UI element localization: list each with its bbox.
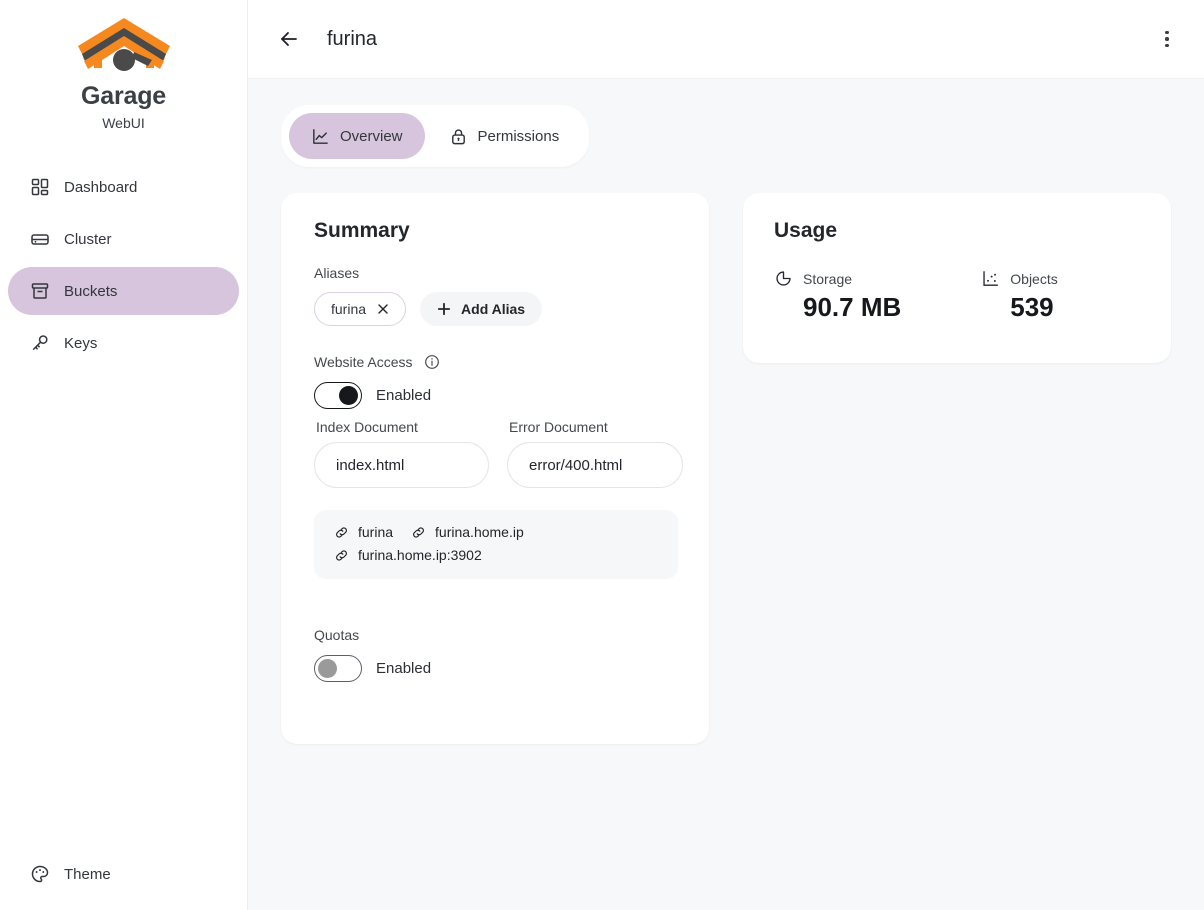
error-document-label: Error Document	[509, 419, 608, 435]
theme-toggle-button[interactable]: Theme	[8, 854, 133, 894]
website-link[interactable]: furina	[334, 524, 393, 540]
garage-logo-icon	[77, 18, 170, 71]
website-link[interactable]: furina.home.ip:3902	[334, 547, 482, 563]
quotas-label: Quotas	[314, 627, 360, 643]
lock-icon	[451, 128, 465, 144]
website-access-label: Website Access	[314, 354, 413, 370]
cards-row: Summary Aliases furina	[281, 193, 1172, 744]
sidebar-nav: Dashboard Cluster Buckets Keys	[0, 163, 247, 367]
document-inputs: Index Document index.html Error Document…	[314, 419, 683, 488]
quotas-toggle-row: Enabled	[314, 655, 676, 682]
add-alias-button[interactable]: Add Alias	[420, 292, 543, 326]
info-icon[interactable]	[424, 354, 440, 370]
sidebar-item-label: Keys	[64, 334, 98, 352]
usage-card: Usage Storage 90.7 MB	[743, 193, 1171, 363]
website-access-toggle[interactable]	[314, 382, 362, 409]
page-title: furina	[327, 27, 378, 50]
stat-storage-label: Storage	[803, 270, 853, 287]
quotas-toggle[interactable]	[314, 655, 362, 682]
aliases-label: Aliases	[314, 265, 360, 281]
close-icon[interactable]	[377, 303, 389, 315]
sidebar-item-dashboard[interactable]: Dashboard	[8, 163, 239, 211]
back-button[interactable]	[272, 22, 306, 56]
website-access-toggle-label: Enabled	[376, 387, 432, 404]
sidebar-item-buckets[interactable]: Buckets	[8, 267, 239, 315]
link-icon	[413, 526, 424, 538]
error-document-group: Error Document error/400.html	[507, 419, 683, 488]
line-chart-icon	[313, 128, 328, 144]
index-document-label: Index Document	[316, 419, 418, 435]
cluster-server-icon	[31, 234, 49, 245]
sidebar-item-cluster[interactable]: Cluster	[8, 215, 239, 263]
key-icon	[32, 335, 48, 351]
aliases-list: furina Add Alias	[314, 292, 676, 326]
website-access-toggle-row: Enabled	[314, 382, 676, 409]
palette-icon	[31, 865, 49, 883]
more-vertical-icon[interactable]	[1150, 22, 1184, 56]
alias-chip-label: furina	[331, 301, 367, 317]
bucket-archive-icon	[31, 283, 49, 299]
stat-storage-value: 90.7 MB	[803, 292, 902, 322]
page-content: Overview Permissions Summary Aliases	[248, 79, 1204, 910]
stat-objects-label: Objects	[1010, 270, 1058, 287]
brand-name: Garage	[81, 82, 166, 110]
website-links-box: furina furina.home.ip	[314, 510, 678, 579]
topbar: furina	[248, 0, 1204, 79]
tab-bar: Overview Permissions	[281, 105, 590, 167]
stat-storage: Storage 90.7 MB	[774, 269, 901, 323]
error-document-value: error/400.html	[529, 456, 623, 474]
summary-card: Summary Aliases furina	[281, 193, 709, 744]
alias-chip: furina	[314, 292, 407, 326]
sidebar-item-label: Dashboard	[64, 178, 138, 196]
stat-objects: Objects 539	[981, 269, 1058, 323]
usage-title: Usage	[774, 219, 838, 242]
index-document-group: Index Document index.html	[314, 419, 489, 488]
arrow-left-icon	[281, 32, 297, 46]
link-icon	[336, 526, 347, 538]
website-link-label: furina	[358, 524, 394, 540]
dashboard-grid-icon	[31, 178, 49, 196]
tab-label: Permissions	[477, 127, 560, 145]
pie-chart-icon	[776, 271, 791, 286]
error-document-input[interactable]: error/400.html	[507, 442, 683, 488]
index-document-value: index.html	[336, 456, 405, 474]
main-area: furina Overview Permi	[248, 0, 1204, 910]
tab-overview[interactable]: Overview	[289, 113, 425, 159]
summary-title: Summary	[314, 219, 410, 242]
link-icon	[336, 549, 347, 561]
brand: Garage WebUI	[0, 0, 247, 131]
plus-icon	[437, 302, 451, 316]
tab-permissions[interactable]: Permissions	[427, 113, 582, 159]
tab-label: Overview	[340, 127, 403, 145]
website-access-header: Website Access	[314, 354, 676, 370]
website-link-label: furina.home.ip	[435, 524, 524, 540]
sidebar: Garage WebUI Dashboard Cluster	[0, 0, 248, 910]
sidebar-item-label: Cluster	[64, 230, 112, 248]
website-link[interactable]: furina.home.ip	[411, 524, 524, 540]
brand-subtitle: WebUI	[102, 115, 145, 131]
sidebar-item-label: Buckets	[64, 282, 118, 300]
scatter-chart-icon	[983, 271, 999, 286]
sidebar-item-keys[interactable]: Keys	[8, 319, 239, 367]
usage-stats: Storage 90.7 MB	[774, 269, 1140, 323]
stat-objects-head: Objects	[981, 269, 1058, 288]
stat-objects-value: 539	[1010, 292, 1054, 322]
theme-label: Theme	[64, 865, 111, 883]
website-link-label: furina.home.ip:3902	[358, 547, 482, 563]
stat-storage-head: Storage	[774, 269, 901, 288]
add-alias-label: Add Alias	[461, 301, 526, 317]
index-document-input[interactable]: index.html	[314, 442, 489, 488]
quotas-toggle-label: Enabled	[376, 660, 432, 677]
